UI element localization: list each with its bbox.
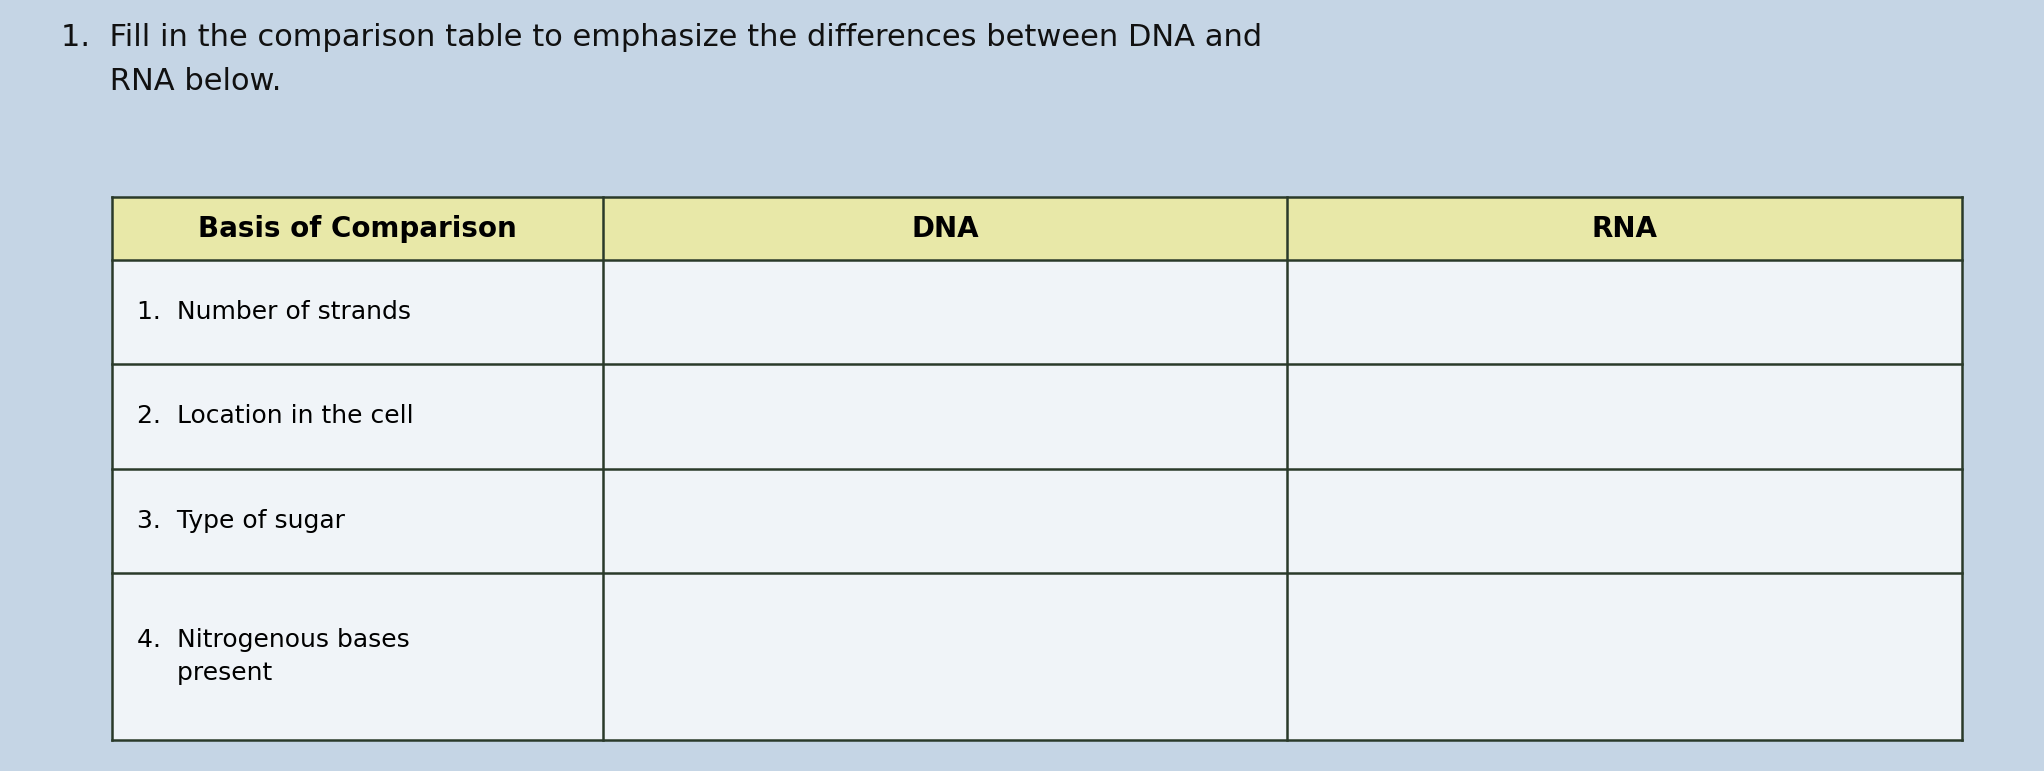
Bar (112, 197, 1962, 260)
Bar (112, 364, 1962, 469)
Text: 4.  Nitrogenous bases
     present: 4. Nitrogenous bases present (137, 628, 409, 685)
Text: 1.  Fill in the comparison table to emphasize the differences between DNA and: 1. Fill in the comparison table to empha… (61, 23, 1263, 52)
Text: DNA: DNA (912, 214, 979, 243)
Bar (112, 260, 1962, 364)
Text: RNA: RNA (1592, 214, 1658, 243)
Text: RNA below.: RNA below. (61, 67, 282, 96)
Text: 3.  Type of sugar: 3. Type of sugar (137, 509, 345, 533)
Bar (112, 469, 1962, 573)
Bar (112, 573, 1962, 740)
Text: 1.  Number of strands: 1. Number of strands (137, 300, 411, 324)
Text: Basis of Comparison: Basis of Comparison (198, 214, 517, 243)
Text: 2.  Location in the cell: 2. Location in the cell (137, 405, 413, 429)
